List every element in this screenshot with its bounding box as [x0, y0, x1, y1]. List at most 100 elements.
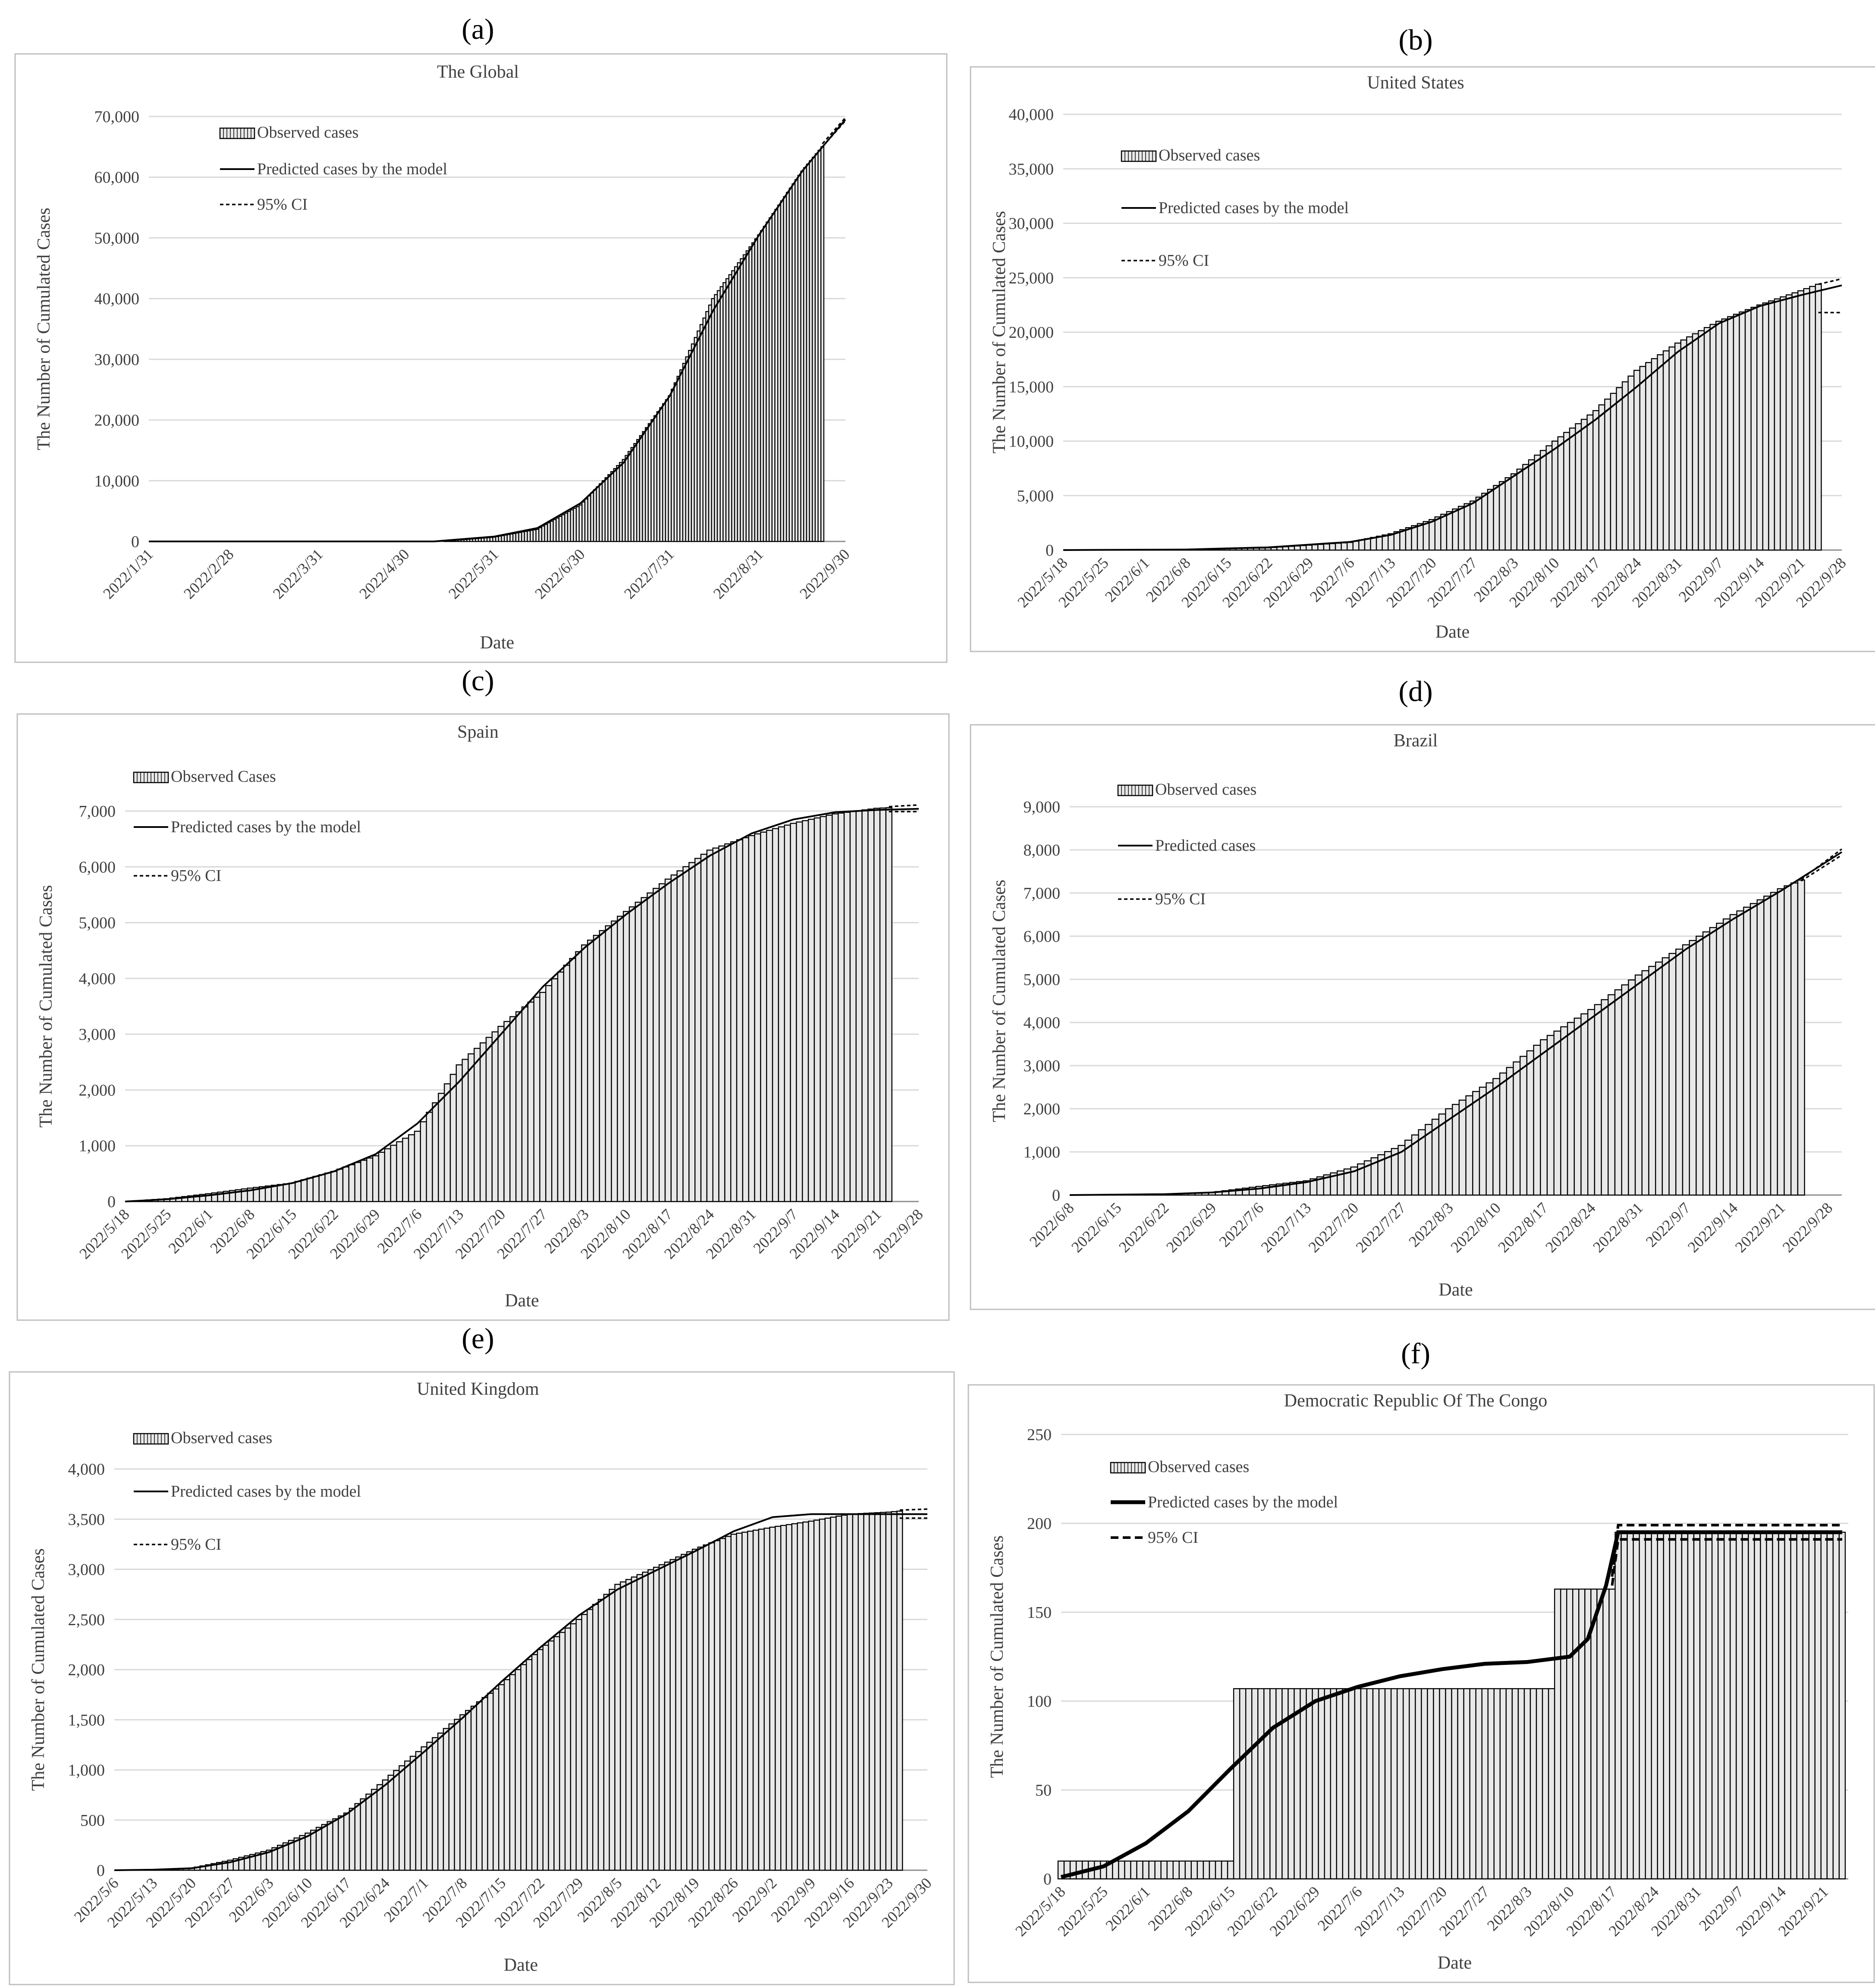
observed-bar: [863, 1513, 870, 1871]
observed-bar: [1778, 1532, 1785, 1880]
observed-bar: [1838, 1532, 1846, 1880]
observed-bar: [1780, 296, 1787, 551]
observed-bar: [443, 1728, 449, 1871]
y-tick-label: 6,000: [79, 858, 116, 876]
observed-bar: [1539, 450, 1547, 551]
observed-bar: [1516, 469, 1523, 551]
observed-bar: [548, 1640, 555, 1871]
observed-bar: [1475, 497, 1482, 551]
observed-bar: [1384, 1688, 1392, 1880]
panel-label: (d): [1398, 675, 1432, 708]
observed-bar: [1522, 464, 1530, 551]
observed-bar: [1493, 485, 1500, 551]
observed-bar: [796, 821, 803, 1202]
observed-bar: [491, 1031, 499, 1202]
observed-bar: [1756, 899, 1765, 1196]
observed-bar: [1627, 1532, 1634, 1880]
observed-bar: [526, 1659, 533, 1871]
observed-bar: [1347, 542, 1354, 551]
ci-upper-line: [899, 1508, 928, 1511]
observed-bar: [1545, 445, 1553, 551]
observed-bar: [332, 1818, 339, 1871]
observed-bar: [1388, 533, 1394, 551]
observed-bar: [293, 1837, 300, 1871]
observed-bar: [1498, 481, 1506, 551]
observed-bar: [1526, 1050, 1534, 1196]
observed-bar: [1209, 1860, 1216, 1880]
observed-bar: [636, 1574, 643, 1871]
y-tick-label: 4,000: [79, 970, 116, 988]
observed-bar: [503, 1679, 511, 1871]
observed-bar: [1703, 327, 1711, 551]
observed-bar: [664, 878, 672, 1202]
legend-label-ci: 95% CI: [1159, 252, 1209, 270]
observed-bar: [1736, 1532, 1743, 1880]
observed-bar: [1227, 1860, 1234, 1880]
observed-bar: [587, 1609, 594, 1871]
observed-bar: [1639, 1532, 1646, 1880]
legend: Observed cases Predicted cases by the mod…: [1121, 146, 1349, 270]
observed-bar: [1749, 903, 1758, 1196]
observed-bar: [1300, 1688, 1307, 1880]
x-tick-label: 2022/9/14: [1684, 1199, 1741, 1256]
observed-bar: [1639, 366, 1646, 551]
y-tick-label: 2,000: [1024, 1100, 1061, 1118]
observed-bar: [1542, 1688, 1549, 1880]
observed-bar: [564, 1627, 572, 1871]
observed-bar: [719, 1538, 726, 1871]
observed-bar: [365, 1793, 372, 1871]
ci-upper-line: [889, 804, 919, 808]
observed-bar: [1651, 358, 1658, 551]
y-axis-label: The Number of Cumulated Cases: [28, 1548, 48, 1791]
observed-bar: [742, 837, 749, 1202]
observed-bar: [1598, 404, 1605, 551]
observed-bar: [575, 951, 582, 1202]
y-tick-label: 250: [1027, 1426, 1052, 1444]
observed-bar: [300, 1179, 308, 1202]
observed-bar: [1633, 370, 1640, 551]
observed-bar: [1263, 1688, 1271, 1880]
y-tick-label: 4,000: [1024, 1014, 1061, 1032]
observed-bar: [1486, 1082, 1494, 1196]
observed-bar: [1075, 1860, 1083, 1880]
observed-bar: [1411, 525, 1418, 551]
observed-bar: [426, 1742, 433, 1871]
observed-bar: [1481, 1688, 1489, 1880]
observed-bar: [1750, 307, 1758, 551]
chart-panel-e: (e) United Kingdom 0 500 1,000 1,500 2,000 2,50…: [9, 1322, 955, 1985]
x-axis-label: Date: [1438, 1953, 1472, 1973]
x-axis-label: Date: [1435, 622, 1470, 642]
panel-frame: [970, 66, 1875, 652]
observed-bar: [481, 1697, 488, 1871]
observed-bar: [826, 815, 833, 1202]
observed-bar: [1675, 948, 1683, 1196]
observed-bar: [390, 1145, 397, 1202]
observed-bar: [557, 971, 565, 1202]
observed-bar: [1378, 1688, 1386, 1880]
observed-bar: [1601, 999, 1609, 1196]
x-axis-label: Date: [480, 633, 514, 653]
observed-bar: [1657, 1532, 1665, 1880]
observed-bar: [1472, 1091, 1480, 1196]
observed-bar: [820, 816, 827, 1202]
observed-bar: [1493, 1688, 1501, 1880]
observed-bar: [1687, 1532, 1695, 1880]
observed-bar: [1641, 970, 1649, 1196]
observed-bar: [1742, 1532, 1749, 1880]
observed-bar: [1784, 1532, 1791, 1880]
observed-bar: [1809, 286, 1816, 551]
observed-bar: [1475, 1688, 1482, 1880]
panel-frame: [16, 713, 950, 1321]
y-tick-label: 60,000: [94, 169, 140, 187]
observed-bar: [1376, 535, 1383, 551]
observed-bar: [1499, 1072, 1507, 1196]
x-tick-label: 2022/1/31: [100, 545, 157, 602]
observed-bar: [310, 1830, 317, 1871]
y-tick-label: 500: [80, 1812, 105, 1830]
x-tick-label: 2022/2/28: [180, 545, 237, 602]
panel-label: (e): [462, 1322, 494, 1355]
observed-bar: [520, 1664, 527, 1871]
observed-bar: [593, 934, 600, 1202]
observed-bar: [730, 841, 738, 1202]
observed-bar: [1294, 545, 1301, 551]
